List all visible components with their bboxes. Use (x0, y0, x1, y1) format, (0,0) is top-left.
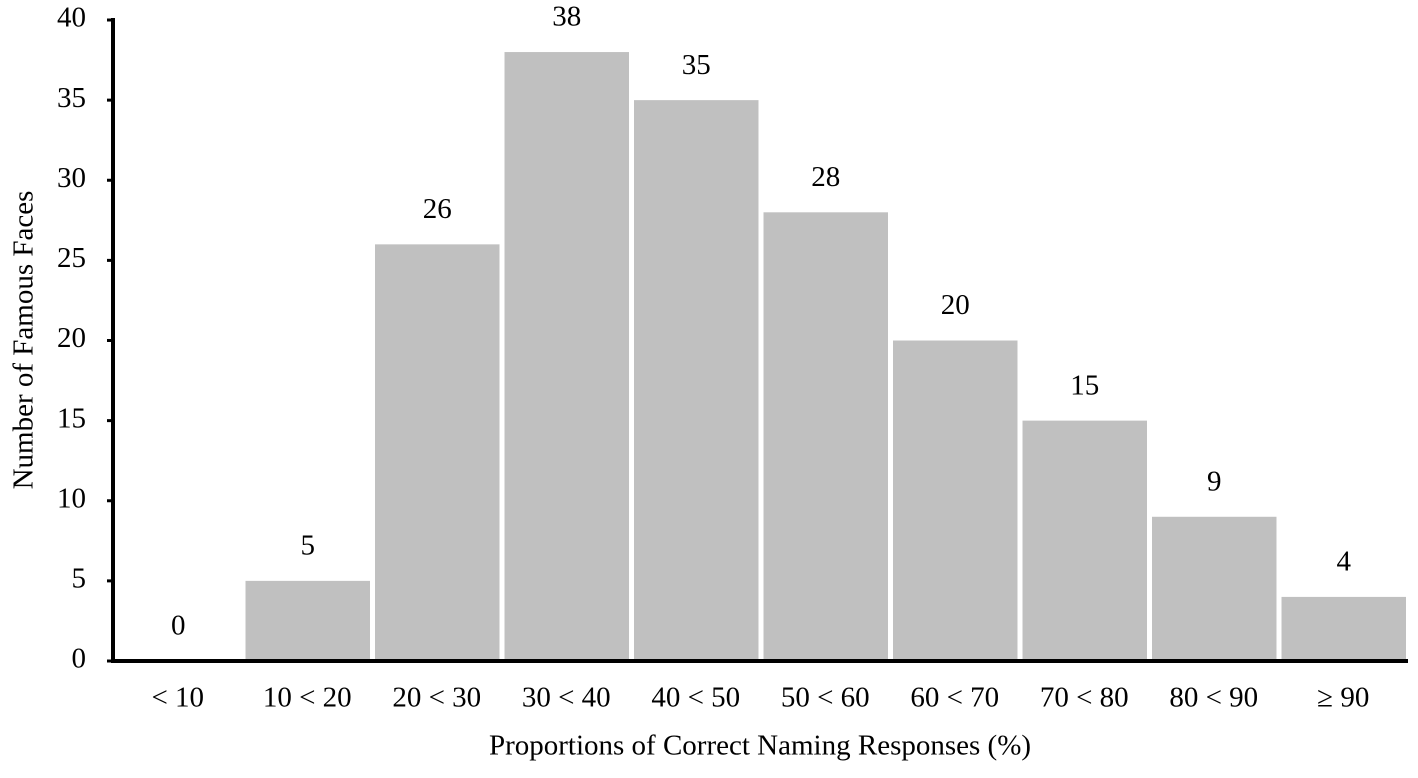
x-tick-label: ≥ 90 (1317, 682, 1369, 714)
x-axis-title: Proportions of Correct Naming Responses … (489, 730, 1031, 762)
y-tick-label: 25 (57, 242, 86, 274)
y-tick-label: 10 (57, 482, 86, 514)
y-tick-label: 5 (72, 563, 87, 595)
x-tick-label: 40 < 50 (651, 682, 740, 714)
bar (634, 100, 759, 661)
bar (504, 52, 629, 662)
data-label: 20 (941, 289, 970, 321)
data-label: 0 (171, 610, 186, 642)
bar (1022, 420, 1147, 661)
bar (245, 580, 370, 661)
y-tick-label: 30 (57, 162, 86, 194)
x-tick-label: 70 < 80 (1040, 682, 1129, 714)
data-label: 4 (1337, 546, 1352, 578)
bar (1281, 596, 1406, 661)
x-tick-label: < 10 (151, 682, 204, 714)
bar (763, 212, 888, 662)
y-axis-title: Number of Famous Faces (8, 191, 40, 490)
y-tick-label: 15 (57, 402, 86, 434)
y-tick-label: 40 (57, 2, 86, 34)
data-label: 35 (682, 49, 711, 81)
x-tick-label: 80 < 90 (1169, 682, 1258, 714)
x-tick-label: 30 < 40 (522, 682, 611, 714)
y-tick-label: 20 (57, 322, 86, 354)
bar (1152, 516, 1277, 661)
data-label: 38 (552, 1, 581, 33)
x-tick-label: 50 < 60 (781, 682, 870, 714)
x-tick-label: 10 < 20 (263, 682, 352, 714)
data-label: 15 (1070, 369, 1099, 401)
y-tick-label: 35 (57, 82, 86, 114)
y-tick-label: 0 (72, 643, 87, 675)
data-label: 9 (1207, 465, 1222, 497)
data-label: 28 (811, 161, 840, 193)
x-tick-label: 60 < 70 (910, 682, 999, 714)
bar (375, 244, 500, 661)
x-tick-label: 20 < 30 (392, 682, 481, 714)
bar (893, 340, 1018, 661)
data-label: 26 (423, 193, 452, 225)
data-label: 5 (301, 530, 316, 562)
